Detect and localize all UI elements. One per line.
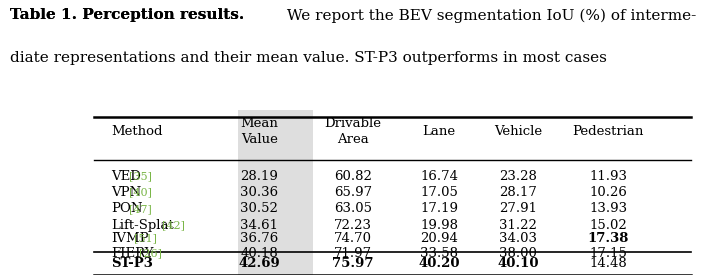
Text: 13.93: 13.93 [590, 202, 627, 216]
Text: 72.23: 72.23 [334, 219, 372, 232]
Text: [51]: [51] [134, 234, 157, 244]
Text: Lane: Lane [423, 125, 456, 138]
Text: 15.02: 15.02 [590, 219, 627, 232]
Text: 60.82: 60.82 [334, 169, 372, 183]
Text: 38.00: 38.00 [500, 247, 537, 260]
Text: ST-P3: ST-P3 [112, 257, 153, 270]
Text: 27.91: 27.91 [500, 202, 537, 216]
Text: 34.03: 34.03 [500, 232, 537, 245]
Text: 40.10: 40.10 [498, 257, 539, 270]
Text: Mean
Value: Mean Value [240, 117, 278, 146]
Text: 42.69: 42.69 [238, 257, 280, 270]
Text: 19.98: 19.98 [420, 219, 458, 232]
Text: 31.22: 31.22 [500, 219, 537, 232]
Text: diate representations and their mean value. ST-P3 outperforms in most cases: diate representations and their mean val… [10, 51, 607, 65]
Text: PON: PON [112, 202, 143, 216]
Text: [35]: [35] [130, 171, 152, 181]
Text: Pedestrian: Pedestrian [572, 125, 644, 138]
Text: 33.58: 33.58 [420, 247, 458, 260]
Text: 17.05: 17.05 [420, 186, 458, 199]
Text: 10.26: 10.26 [590, 186, 627, 199]
Text: IVMP: IVMP [112, 232, 149, 245]
Text: We report the BEV segmentation IoU (%) of interme-: We report the BEV segmentation IoU (%) o… [282, 8, 696, 23]
Text: 16.74: 16.74 [420, 169, 458, 183]
Text: [26]: [26] [138, 249, 161, 258]
Text: 40.18: 40.18 [240, 247, 278, 260]
Text: VPN: VPN [112, 186, 142, 199]
Text: 17.15: 17.15 [590, 247, 627, 260]
Text: 75.97: 75.97 [332, 257, 374, 270]
Text: 23.28: 23.28 [500, 169, 537, 183]
Bar [238, 102, 313, 275]
Text: Table 1. Perception results. We report the BEV segmentation IoU (%) of interme-
: Table 1. Perception results. We report t… [10, 8, 636, 39]
Text: [47]: [47] [130, 204, 152, 214]
Text: Method: Method [112, 125, 163, 138]
Text: 11.93: 11.93 [590, 169, 627, 183]
Text: Vehicle: Vehicle [495, 125, 542, 138]
Text: [40]: [40] [130, 188, 152, 197]
Text: 17.19: 17.19 [420, 202, 458, 216]
Text: 74.70: 74.70 [334, 232, 372, 245]
Text: 71.97: 71.97 [334, 247, 372, 260]
Text: 17.38: 17.38 [588, 232, 629, 245]
Text: Lift-Splat: Lift-Splat [112, 219, 174, 232]
Text: 28.19: 28.19 [240, 169, 278, 183]
Text: 65.97: 65.97 [334, 186, 372, 199]
Text: [42]: [42] [162, 221, 185, 230]
Text: 34.61: 34.61 [240, 219, 278, 232]
Text: 40.20: 40.20 [418, 257, 460, 270]
Text: 30.52: 30.52 [240, 202, 278, 216]
Text: Drivable
Area: Drivable Area [324, 117, 382, 146]
Text: Table 1. Perception results.: Table 1. Perception results. [10, 8, 244, 22]
Text: 36.76: 36.76 [240, 232, 279, 245]
Text: 20.94: 20.94 [420, 232, 458, 245]
Text: VED: VED [112, 169, 141, 183]
Text: 28.17: 28.17 [500, 186, 537, 199]
Text: 14.48: 14.48 [590, 257, 627, 270]
Text: 30.36: 30.36 [240, 186, 278, 199]
Text: FIERY: FIERY [112, 247, 154, 260]
Text: Table 1. Perception results.: Table 1. Perception results. [10, 8, 244, 22]
Text: 63.05: 63.05 [334, 202, 372, 216]
